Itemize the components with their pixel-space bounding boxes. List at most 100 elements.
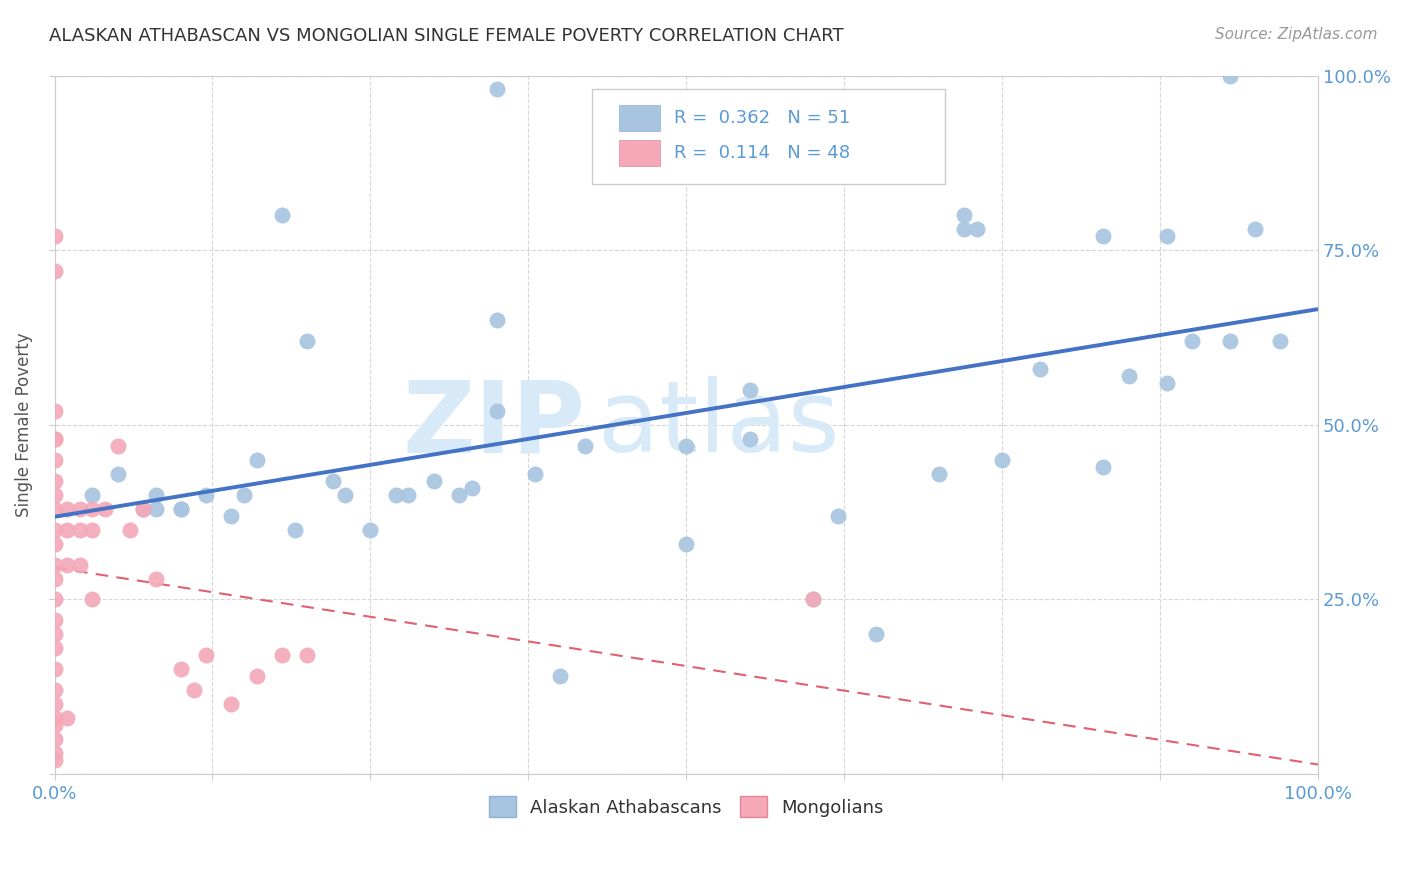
Point (132, 501, 155, 516)
Point (1181, 334, 1204, 348)
Point (44, 558, 66, 572)
Point (69, 523, 91, 537)
Point (56, 558, 79, 572)
Point (44, 474, 66, 488)
Point (44, 452, 66, 467)
Point (82, 488, 104, 502)
Point (1092, 229, 1115, 244)
Point (56, 501, 79, 516)
Point (1244, 222, 1267, 236)
Point (322, 474, 344, 488)
Point (297, 648, 319, 663)
Point (195, 648, 218, 663)
Point (44, 711, 66, 725)
Point (145, 572, 167, 586)
Point (44, 592, 66, 607)
Point (107, 467, 129, 481)
Point (675, 439, 697, 453)
Point (221, 698, 243, 712)
Point (447, 488, 470, 502)
Y-axis label: Single Female Poverty: Single Female Poverty (15, 333, 32, 517)
Point (170, 501, 193, 516)
Point (953, 208, 976, 222)
Point (396, 488, 419, 502)
Point (44, 488, 66, 502)
Point (44, 732, 66, 747)
Point (1118, 368, 1140, 383)
Text: R =  0.114   N = 48: R = 0.114 N = 48 (673, 145, 849, 162)
Point (183, 683, 205, 698)
Point (44, 614, 66, 628)
Text: R =  0.362   N = 51: R = 0.362 N = 51 (673, 109, 851, 128)
Point (1270, 334, 1292, 348)
Point (460, 481, 482, 495)
Point (44, 698, 66, 712)
Point (44, 536, 66, 550)
Point (44, 404, 66, 418)
Point (675, 536, 697, 550)
Point (44, 753, 66, 767)
Point (170, 501, 193, 516)
Point (221, 508, 243, 523)
Point (523, 467, 546, 481)
Point (246, 669, 269, 683)
Point (44, 627, 66, 641)
Point (170, 662, 193, 676)
Point (284, 523, 307, 537)
Point (44, 718, 66, 732)
Point (132, 501, 155, 516)
Point (485, 82, 508, 96)
Point (44, 572, 66, 586)
Point (738, 432, 761, 446)
Point (928, 467, 950, 481)
Point (82, 501, 104, 516)
Bar (620, 140, 659, 166)
Point (1156, 229, 1178, 244)
Point (548, 669, 571, 683)
Point (1219, 334, 1241, 348)
Point (827, 508, 849, 523)
Point (865, 627, 887, 641)
Point (120, 523, 142, 537)
Point (953, 222, 976, 236)
Point (271, 648, 294, 663)
Text: ZIP: ZIP (402, 376, 585, 474)
Point (56, 523, 79, 537)
Point (246, 452, 269, 467)
Text: ALASKAN ATHABASCAN VS MONGOLIAN SINGLE FEMALE POVERTY CORRELATION CHART: ALASKAN ATHABASCAN VS MONGOLIAN SINGLE F… (49, 27, 844, 45)
Point (485, 313, 508, 327)
Point (44, 662, 66, 676)
Point (82, 592, 104, 607)
Point (44, 641, 66, 656)
Point (44, 746, 66, 760)
Point (145, 501, 167, 516)
Point (384, 488, 406, 502)
Point (271, 208, 294, 222)
Point (1029, 362, 1052, 376)
Point (44, 432, 66, 446)
Point (297, 334, 319, 348)
Text: Source: ZipAtlas.com: Source: ZipAtlas.com (1215, 27, 1378, 42)
FancyBboxPatch shape (592, 89, 945, 184)
Point (82, 523, 104, 537)
Point (801, 592, 824, 607)
Point (333, 488, 356, 502)
Point (44, 683, 66, 698)
Point (44, 264, 66, 278)
Bar (620, 105, 659, 131)
Point (738, 383, 761, 397)
Point (966, 222, 988, 236)
Point (1092, 459, 1115, 474)
Point (801, 592, 824, 607)
Point (359, 523, 381, 537)
Point (574, 439, 596, 453)
Point (233, 488, 256, 502)
Point (69, 558, 91, 572)
Point (44, 501, 66, 516)
Point (107, 439, 129, 453)
Point (69, 501, 91, 516)
Point (44, 523, 66, 537)
Point (422, 474, 444, 488)
Point (44, 432, 66, 446)
Point (1156, 376, 1178, 390)
